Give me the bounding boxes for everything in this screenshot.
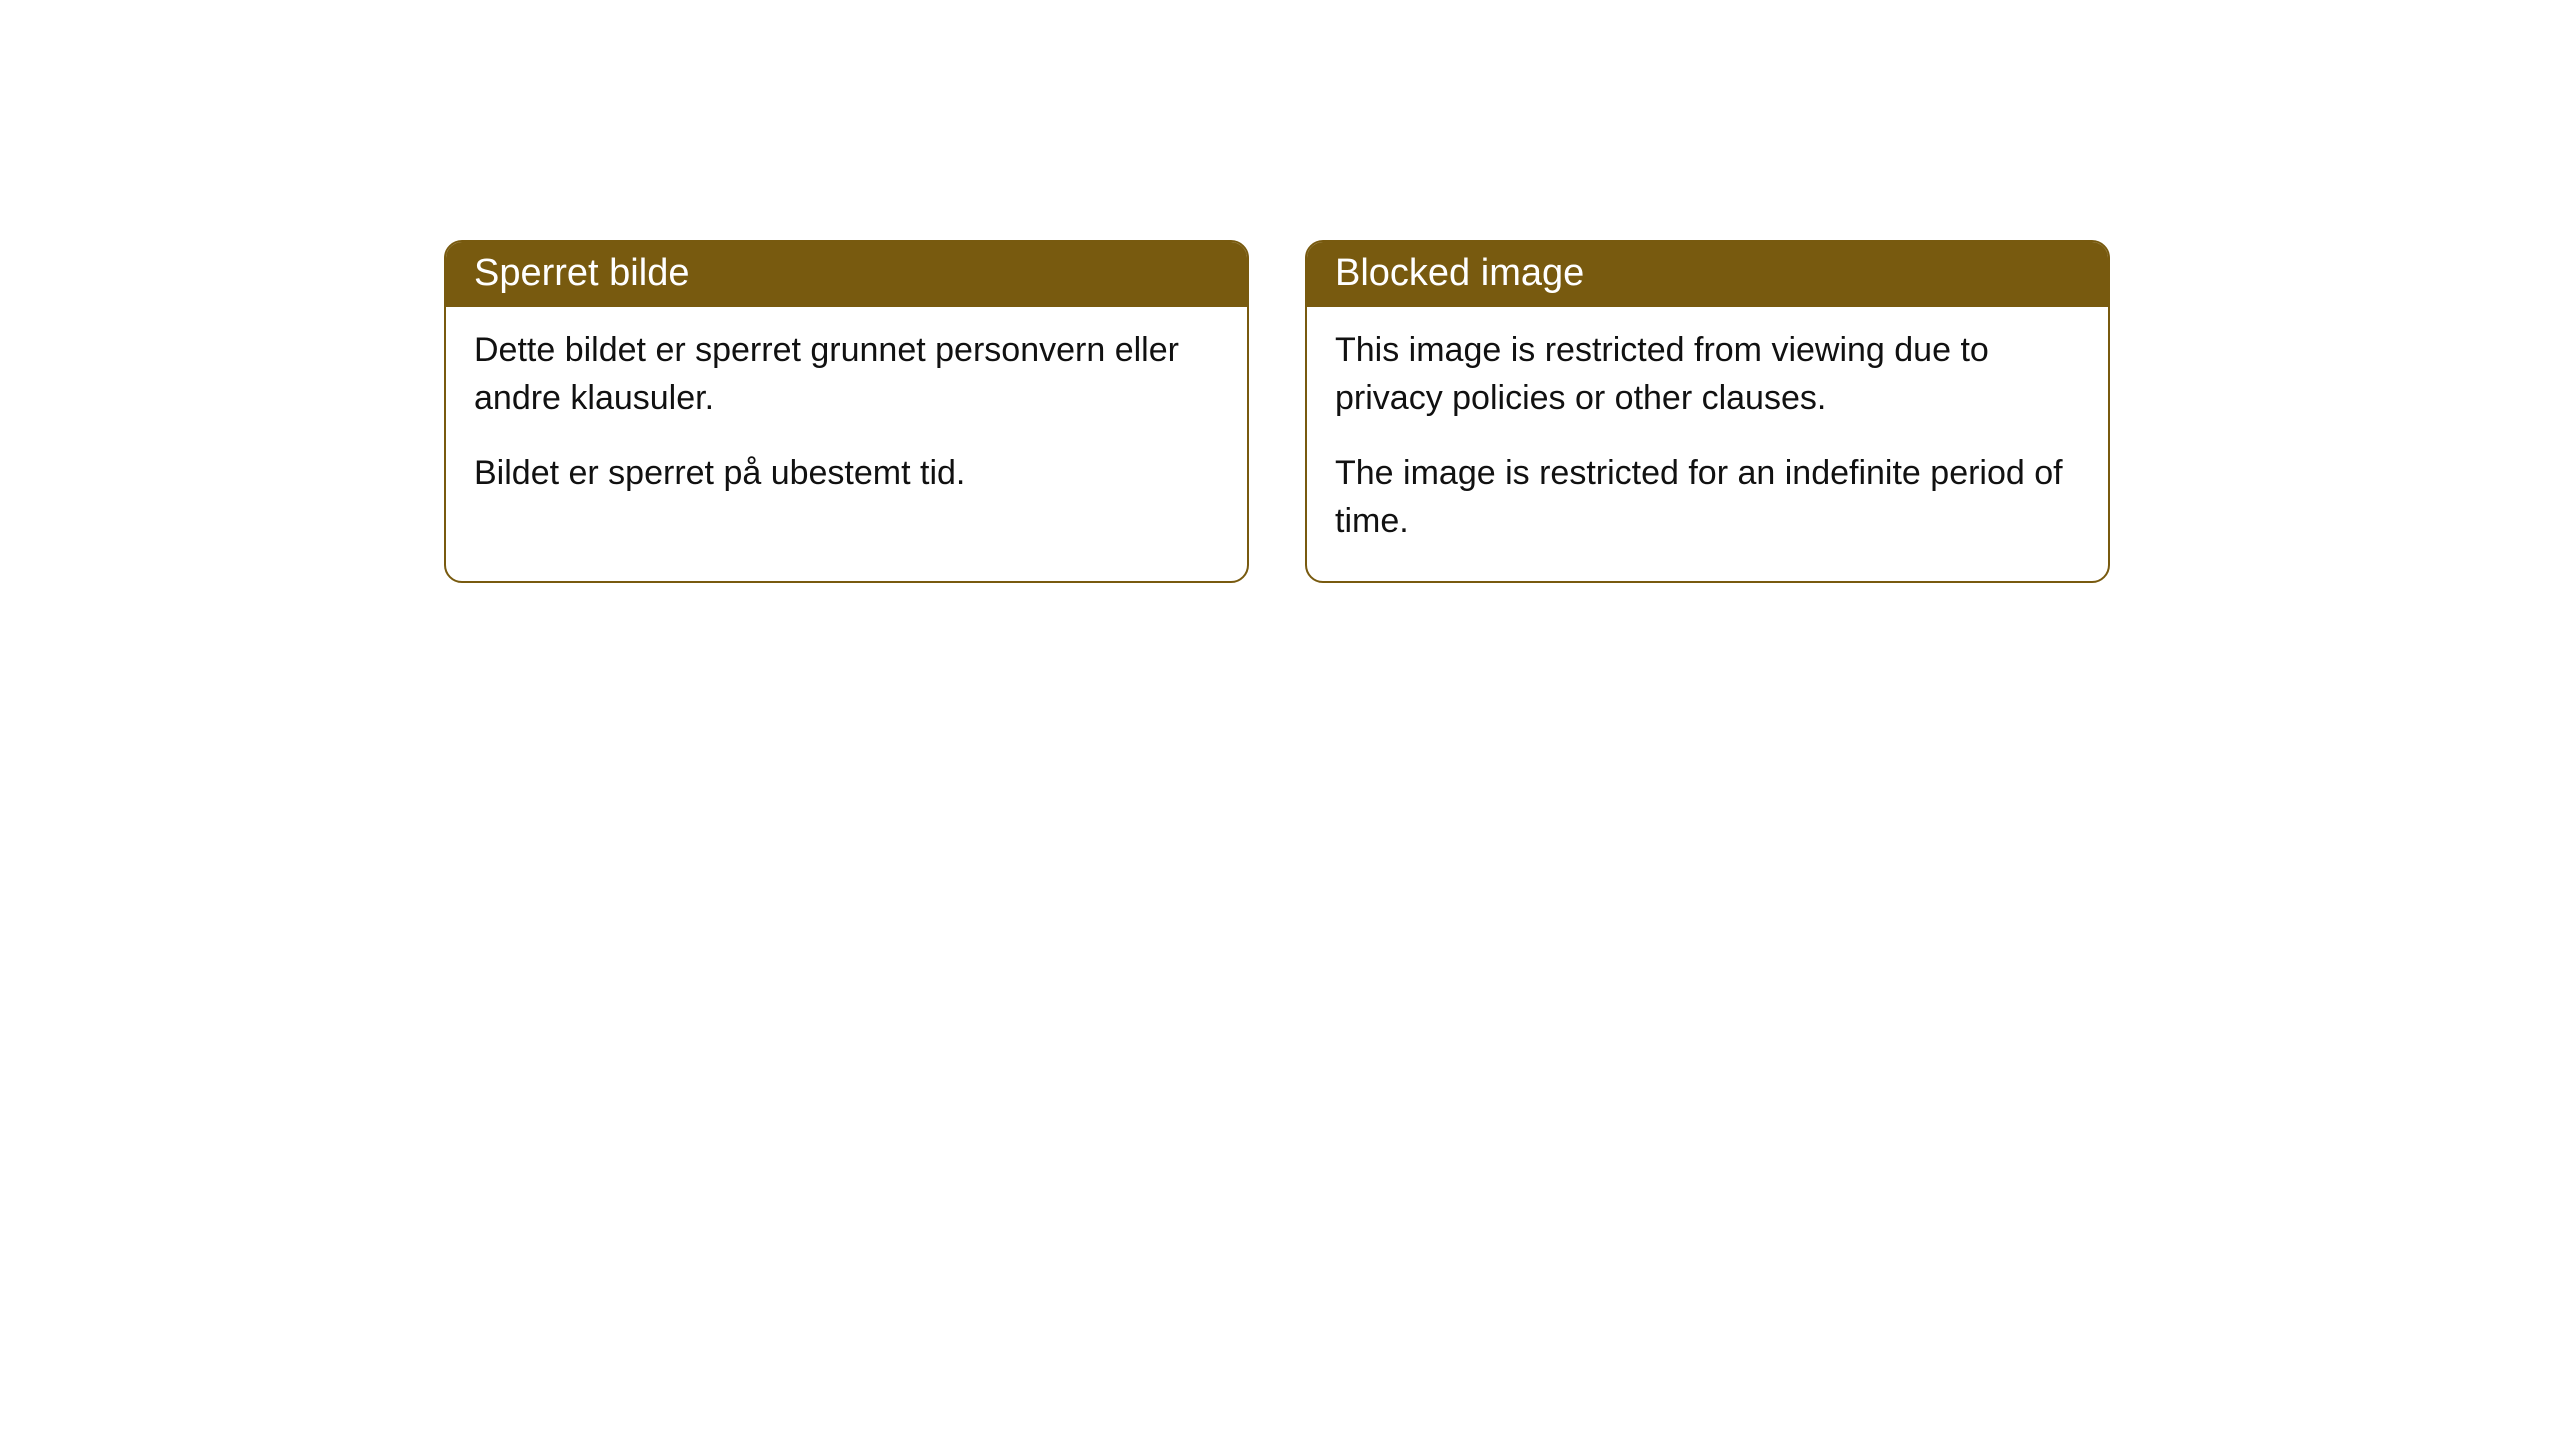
card-header-no: Sperret bilde bbox=[446, 242, 1247, 307]
card-body-no: Dette bildet er sperret grunnet personve… bbox=[446, 307, 1247, 534]
card-paragraph-2-no: Bildet er sperret på ubestemt tid. bbox=[474, 450, 1219, 498]
card-body-en: This image is restricted from viewing du… bbox=[1307, 307, 2108, 581]
notice-cards-container: Sperret bilde Dette bildet er sperret gr… bbox=[444, 240, 2110, 583]
blocked-image-card-en: Blocked image This image is restricted f… bbox=[1305, 240, 2110, 583]
card-paragraph-2-en: The image is restricted for an indefinit… bbox=[1335, 450, 2080, 545]
card-header-en: Blocked image bbox=[1307, 242, 2108, 307]
blocked-image-card-no: Sperret bilde Dette bildet er sperret gr… bbox=[444, 240, 1249, 583]
card-paragraph-1-no: Dette bildet er sperret grunnet personve… bbox=[474, 327, 1219, 422]
card-paragraph-1-en: This image is restricted from viewing du… bbox=[1335, 327, 2080, 422]
